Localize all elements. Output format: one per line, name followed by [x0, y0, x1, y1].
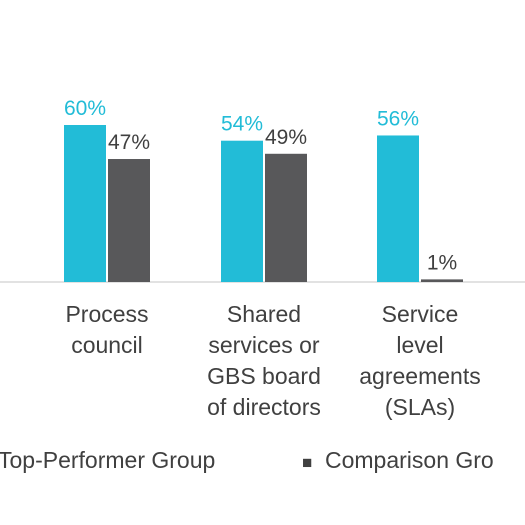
x-tick-label-0-line-1: council: [71, 332, 143, 358]
data-labels-layer: 60%47% 54%49% 56% 1%: [64, 97, 457, 274]
legend-marker-comparison: ■: [302, 453, 312, 472]
bar-comparison-0: [108, 159, 150, 282]
bar-top-performer-2: [377, 135, 419, 282]
x-tick-label-1-line-1: services or: [208, 332, 320, 358]
legend: Top-Performer Group ■ Comparison Gro: [0, 447, 494, 473]
x-tick-label-1-line-3: of directors: [207, 394, 321, 420]
x-tick-label-0-line-0: Process: [65, 301, 148, 327]
legend-label-comparison: Comparison Gro: [325, 447, 494, 473]
data-label-comparison-1: 49%: [265, 126, 307, 149]
data-label-top-performer-2: 56%: [377, 107, 419, 130]
x-tick-label-2-line-2: agreements: [359, 363, 480, 389]
data-label-comparison-0: 47%: [108, 131, 150, 154]
data-label-comparison-2: 1%: [427, 251, 457, 274]
legend-label-top-performer: Top-Performer Group: [0, 447, 215, 473]
bar-comparison-2: [421, 279, 463, 282]
bars-layer: [64, 125, 463, 282]
bar-top-performer-1: [221, 140, 263, 282]
bar-comparison-1: [265, 153, 307, 282]
x-tick-label-2-line-1: level: [396, 332, 443, 358]
x-tick-labels-layer: Process council Shared services or GBS board…: [65, 301, 480, 420]
x-tick-label-1-line-2: GBS board: [207, 363, 321, 389]
bar-top-performer-0: [64, 125, 106, 282]
data-label-top-performer-0: 60%: [64, 97, 106, 120]
x-tick-label-1-line-0: Shared: [227, 301, 301, 327]
x-tick-label-2-line-0: Service: [382, 301, 459, 327]
x-tick-label-2-line-3: (SLAs): [385, 394, 455, 420]
data-label-top-performer-1: 54%: [221, 113, 263, 136]
